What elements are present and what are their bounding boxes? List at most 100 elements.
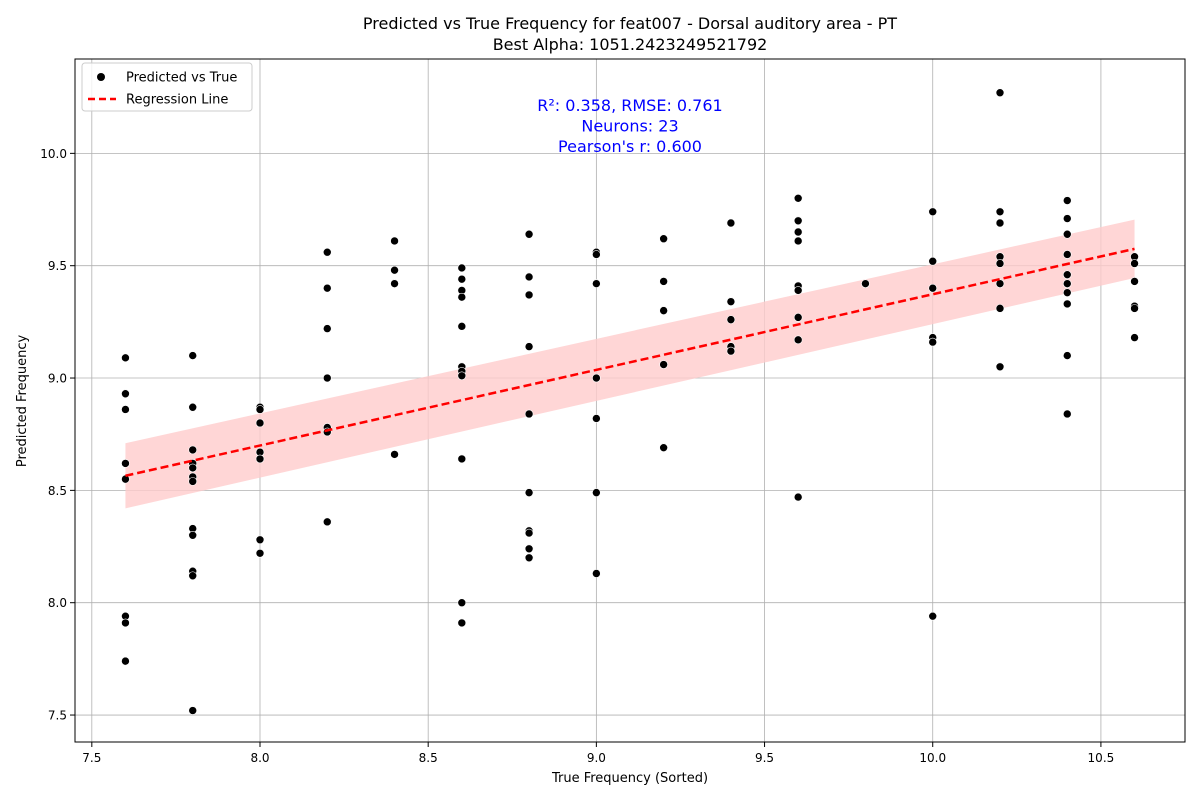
data-point xyxy=(524,272,534,282)
data-point xyxy=(861,279,870,288)
data-point xyxy=(188,477,198,486)
data-point xyxy=(457,292,467,302)
data-point xyxy=(659,443,668,452)
y-tick-label: 9.5 xyxy=(48,259,67,273)
x-tick-label: 10.5 xyxy=(1088,751,1115,765)
data-point xyxy=(995,304,1005,313)
legend-label-regression: Regression Line xyxy=(126,93,228,108)
data-point xyxy=(188,706,198,715)
stats-annotation-line: R²: 0.358, RMSE: 0.761 xyxy=(537,96,722,115)
chart-title: Predicted vs True Frequency for feat007 … xyxy=(363,14,897,33)
data-point xyxy=(457,618,467,628)
data-point xyxy=(390,236,399,246)
confidence-band xyxy=(125,219,1135,509)
x-tick-label: 8.5 xyxy=(419,751,438,765)
x-tick-label: 9.0 xyxy=(587,751,606,765)
data-point xyxy=(457,598,467,608)
legend-label-points: Predicted vs True xyxy=(126,71,237,86)
data-point xyxy=(121,405,130,414)
data-point xyxy=(390,450,399,459)
data-point xyxy=(457,263,467,273)
axis-ticks: 7.5 8.0 8.5 9.0 9.5 10.0 10.5 7.5 8.0 8.5 9.0 9.5 10… xyxy=(40,147,1114,765)
data-point xyxy=(255,535,265,545)
data-point xyxy=(592,373,601,383)
data-point xyxy=(726,315,736,324)
data-point xyxy=(1062,288,1072,297)
data-point xyxy=(928,283,938,293)
y-axis-label: Predicted Frequency xyxy=(15,335,30,468)
data-point xyxy=(121,353,130,363)
x-tick-label: 8.0 xyxy=(250,751,269,765)
data-point xyxy=(793,492,803,502)
data-point xyxy=(793,286,803,295)
regression-line xyxy=(125,247,1135,477)
data-point xyxy=(1130,259,1139,268)
points-layer xyxy=(121,88,1139,715)
data-point xyxy=(793,313,803,322)
data-point xyxy=(995,218,1005,228)
data-point xyxy=(928,337,938,347)
data-point xyxy=(255,405,265,414)
data-point xyxy=(1062,351,1072,360)
stats-annotation: R²: 0.358, RMSE: 0.761 Neurons: 23Pearson… xyxy=(537,96,722,156)
data-point xyxy=(457,371,467,381)
data-point xyxy=(726,218,736,228)
y-tick-label: 8.0 xyxy=(48,596,67,610)
data-point xyxy=(322,247,332,257)
regression-line-layer xyxy=(125,247,1135,477)
data-point xyxy=(524,488,534,497)
x-tick-label: 9.5 xyxy=(755,751,774,765)
data-point xyxy=(457,322,467,331)
data-point xyxy=(524,553,534,563)
data-point xyxy=(255,548,265,558)
x-tick-label: 10.0 xyxy=(919,751,946,765)
data-point xyxy=(1062,299,1072,309)
y-tick-label: 7.5 xyxy=(48,709,67,723)
stats-annotation-line: Pearson's r: 0.600 xyxy=(558,137,702,156)
confidence-band-layer xyxy=(125,219,1135,509)
data-point xyxy=(524,342,534,351)
data-point xyxy=(793,236,803,246)
data-point xyxy=(793,216,803,226)
x-axis-label: True Frequency (Sorted) xyxy=(551,771,708,786)
data-point xyxy=(659,360,668,369)
data-point xyxy=(995,207,1005,217)
data-point xyxy=(592,488,601,497)
data-point xyxy=(1062,250,1072,259)
data-point xyxy=(322,517,332,527)
data-point xyxy=(995,259,1005,268)
data-point xyxy=(524,229,534,239)
data-point xyxy=(188,463,198,473)
data-point xyxy=(322,283,332,293)
data-point xyxy=(1062,229,1072,239)
data-point xyxy=(659,234,668,244)
data-point xyxy=(524,409,534,419)
y-tick-label: 9.0 xyxy=(48,372,67,386)
data-point xyxy=(928,256,938,266)
y-tick-label: 10.0 xyxy=(40,147,67,161)
data-point xyxy=(1062,196,1072,205)
data-point xyxy=(457,454,467,464)
data-point xyxy=(793,335,803,345)
chart-subtitle: Best Alpha: 1051.2423249521792 xyxy=(493,35,768,54)
data-point xyxy=(188,445,198,455)
data-point xyxy=(390,279,399,288)
data-point xyxy=(121,656,130,666)
data-point xyxy=(928,611,938,621)
data-point xyxy=(1062,409,1072,419)
data-point xyxy=(390,265,399,275)
data-point xyxy=(592,279,601,288)
data-point xyxy=(726,346,736,356)
data-point xyxy=(592,250,601,259)
legend-box xyxy=(81,62,253,112)
data-point xyxy=(995,362,1005,372)
data-point xyxy=(793,193,803,203)
data-point xyxy=(188,402,198,412)
data-point xyxy=(524,544,534,554)
data-point xyxy=(1062,214,1072,223)
data-point xyxy=(188,531,198,540)
data-point xyxy=(121,389,130,399)
data-point xyxy=(121,459,130,468)
data-point xyxy=(995,88,1005,98)
